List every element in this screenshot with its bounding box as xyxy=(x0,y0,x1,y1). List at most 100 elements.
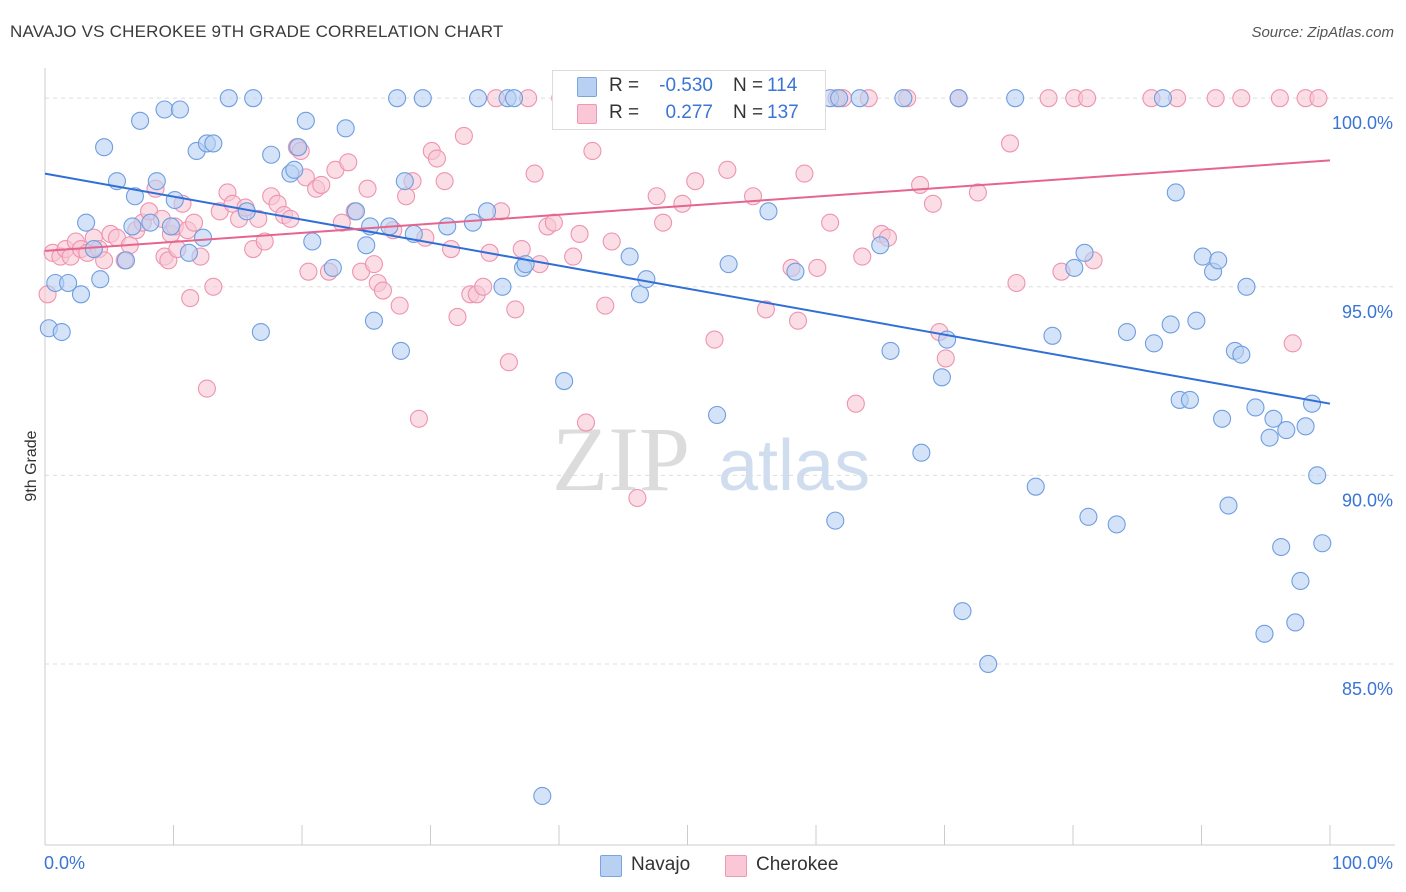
navajo-point xyxy=(912,443,931,462)
navajo-point xyxy=(1107,515,1126,534)
navajo-point xyxy=(1161,315,1180,334)
navajo-point xyxy=(116,251,136,270)
navajo-point xyxy=(1193,247,1212,266)
navajo-trend-line xyxy=(44,172,1331,405)
navajo-point xyxy=(1075,243,1094,262)
navajo-point xyxy=(262,145,281,164)
y-tick-label: 95.0% xyxy=(1342,302,1393,322)
navajo-point xyxy=(1166,183,1185,202)
navajo-point xyxy=(219,89,238,108)
cherokee-point xyxy=(339,153,358,172)
navajo-point xyxy=(91,270,110,289)
navajo-point xyxy=(504,89,524,108)
r-label: R = xyxy=(609,102,640,123)
cherokee-point xyxy=(1283,334,1302,353)
navajo-point xyxy=(165,190,184,210)
navajo-point xyxy=(155,100,174,119)
cherokee-point xyxy=(564,247,583,266)
watermark-zip: ZIP xyxy=(552,408,690,510)
navajo-point xyxy=(357,236,376,255)
cherokee-point xyxy=(525,164,544,183)
cherokee-point xyxy=(512,239,531,259)
n-label: N = xyxy=(733,102,764,123)
tick-labels: 85.0% 90.0% 95.0% 100.0% 0.0% 100.0% xyxy=(44,113,1393,873)
cherokee-point xyxy=(602,232,621,251)
navajo-point xyxy=(204,134,223,153)
navajo-point xyxy=(84,239,103,259)
y-tick-label: 90.0% xyxy=(1342,490,1393,510)
navajo-point xyxy=(52,322,71,342)
cherokee-point xyxy=(454,126,473,145)
navajo-point xyxy=(1153,89,1172,108)
cherokee-point xyxy=(506,300,525,319)
cherokee-point xyxy=(95,251,114,270)
navajo-point xyxy=(1079,507,1098,526)
cherokee-point xyxy=(427,149,446,168)
cherokee-point xyxy=(853,247,872,266)
cherokee-point xyxy=(686,172,705,191)
navajo-point xyxy=(949,89,968,108)
navajo-point xyxy=(630,285,650,304)
cherokee-point xyxy=(499,353,518,372)
navajo-point xyxy=(708,405,727,425)
navajo-point xyxy=(477,202,497,221)
navajo-point xyxy=(719,255,738,274)
cherokee-legend-label: Cherokee xyxy=(756,854,839,875)
navajo-point xyxy=(1277,421,1296,440)
navajo-point xyxy=(125,187,144,206)
cherokee-point xyxy=(596,296,615,315)
cherokee-point xyxy=(255,232,274,251)
cherokee-point xyxy=(204,277,223,296)
y-tick-label: 85.0% xyxy=(1342,679,1393,699)
cherokee-point xyxy=(435,172,454,191)
navajo-point xyxy=(1144,334,1164,353)
navajo-point xyxy=(123,217,142,236)
cherokee-point xyxy=(788,311,808,330)
navajo-point xyxy=(1246,398,1265,417)
navajo-point xyxy=(285,160,304,179)
navajo-point xyxy=(141,213,160,232)
navajo-point xyxy=(1255,624,1274,643)
cherokee-point xyxy=(1309,89,1328,108)
cherokee-legend-swatch xyxy=(725,855,747,877)
cherokee-point xyxy=(1270,89,1289,108)
navajo-point xyxy=(1117,322,1137,342)
r-label: R = xyxy=(609,75,640,96)
cherokee-point xyxy=(673,194,692,213)
navajo-point xyxy=(131,111,150,130)
navajo-point xyxy=(1213,409,1232,428)
navajo-point xyxy=(881,341,900,360)
navajo-point xyxy=(1264,409,1283,428)
cherokee-point xyxy=(911,175,930,194)
navajo-point xyxy=(364,311,384,330)
cherokee-swatch xyxy=(577,104,597,124)
navajo-point xyxy=(323,258,342,277)
navajo-point xyxy=(289,138,308,157)
grid-lines xyxy=(45,97,1395,665)
cherokee-point xyxy=(647,187,666,206)
cherokee-point xyxy=(390,296,409,315)
navajo-point xyxy=(932,368,951,387)
navajo-point xyxy=(468,89,488,108)
navajo-point xyxy=(1232,345,1251,364)
cherokee-point xyxy=(1007,273,1026,293)
navajo-point xyxy=(1209,251,1228,270)
cherokee-point xyxy=(181,289,200,308)
navajo-point xyxy=(850,89,869,108)
navajo-point xyxy=(296,111,315,130)
n-label: N = xyxy=(733,75,764,96)
cherokee-point xyxy=(1232,89,1251,108)
navajo-point xyxy=(1026,477,1045,496)
cherokee-point xyxy=(846,394,865,413)
source-label: Source: ZipAtlas.com xyxy=(1251,24,1394,41)
navajo-legend-swatch xyxy=(600,855,622,877)
navajo-point xyxy=(1313,534,1332,553)
cherokee-point xyxy=(628,488,647,508)
cherokee-point xyxy=(299,262,318,281)
cherokee-point xyxy=(474,277,493,296)
cherokee-point xyxy=(312,175,331,194)
navajo-point xyxy=(170,100,189,119)
cherokee-point xyxy=(544,213,563,232)
navajo-point xyxy=(388,89,407,108)
navajo-point xyxy=(59,273,78,293)
